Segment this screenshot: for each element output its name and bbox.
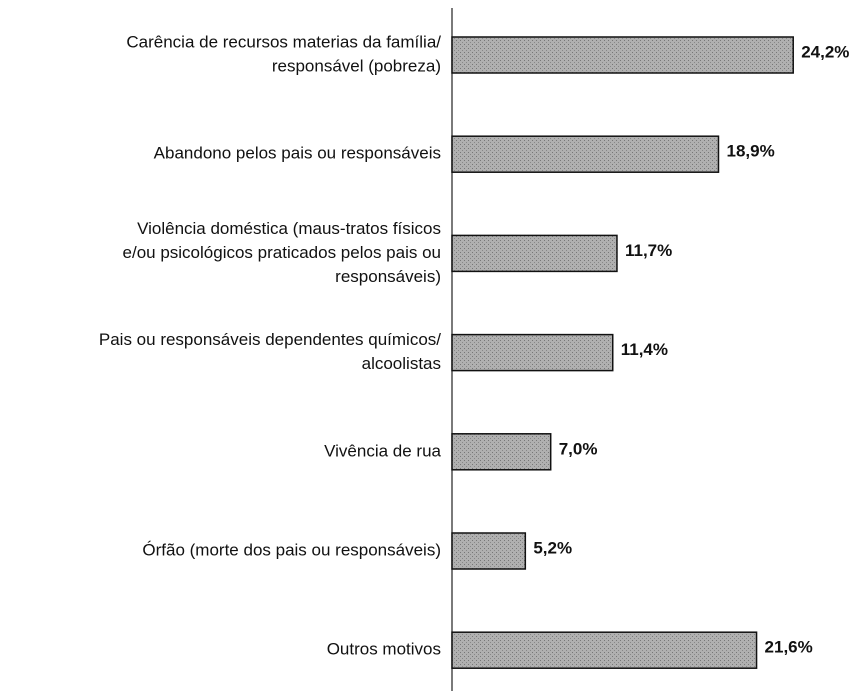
category-label: Órfão (morte dos pais ou responsáveis) — [142, 540, 441, 559]
category-label: Carência de recursos materias da família… — [126, 32, 441, 51]
category-label: alcoolistas — [362, 354, 441, 373]
category-label: Outros motivos — [327, 640, 441, 659]
value-label: 5,2% — [533, 538, 572, 557]
bar — [451, 631, 758, 669]
category-label: Vivência de rua — [324, 441, 441, 460]
value-label: 21,6% — [765, 638, 813, 657]
category-label: responsáveis) — [335, 267, 441, 286]
category-label: responsável (pobreza) — [272, 56, 441, 75]
category-label: Pais ou responsáveis dependentes químico… — [99, 330, 441, 349]
value-label: 24,2% — [801, 42, 849, 61]
value-label: 18,9% — [726, 142, 774, 161]
bar — [451, 532, 527, 570]
category-label: Abandono pelos pais ou responsáveis — [154, 144, 441, 163]
value-label: 11,4% — [621, 340, 668, 359]
bar — [451, 433, 552, 471]
bar — [451, 36, 794, 74]
value-label: 11,7% — [625, 241, 672, 260]
bar — [451, 135, 720, 173]
bar — [451, 234, 618, 273]
category-label: Violência doméstica (maus-tratos físicos — [137, 219, 441, 238]
category-label: e/ou psicológicos praticados pelos pais … — [123, 243, 441, 262]
bar — [451, 333, 614, 372]
value-label: 7,0% — [559, 439, 598, 458]
